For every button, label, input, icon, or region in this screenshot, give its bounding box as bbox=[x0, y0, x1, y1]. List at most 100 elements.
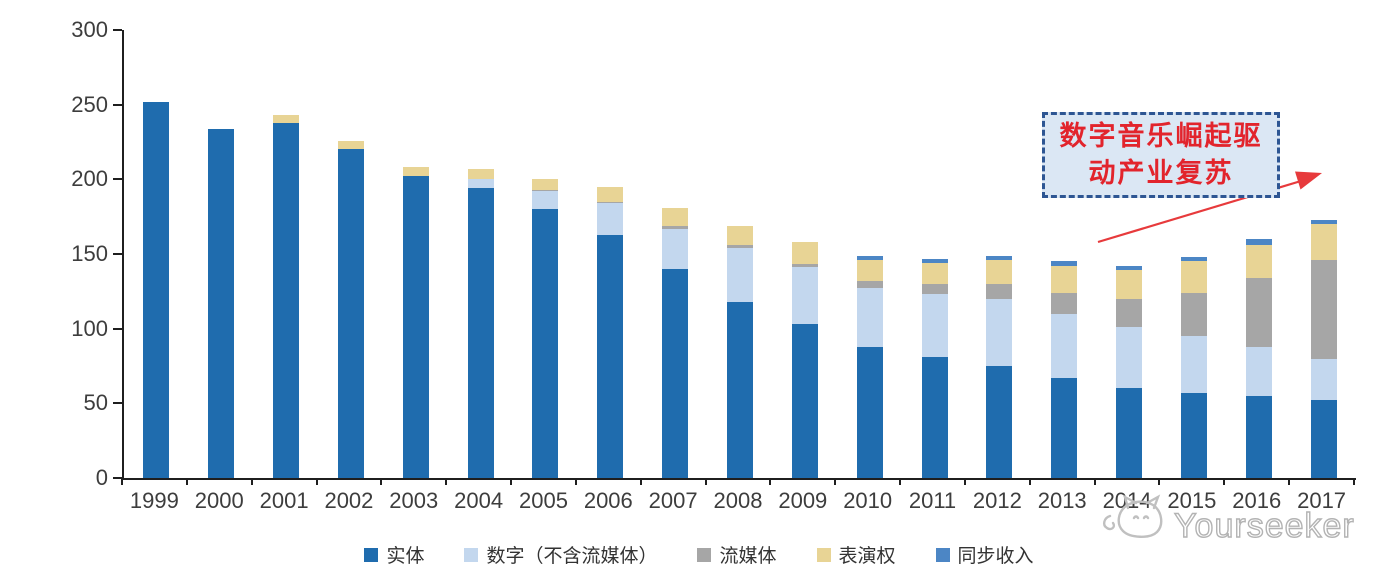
legend-swatch bbox=[935, 547, 950, 562]
x-axis-tick bbox=[1158, 478, 1161, 485]
bar-segment bbox=[337, 140, 364, 150]
annotation-text-line1: 数字音乐崛起驱 bbox=[1059, 121, 1263, 152]
bar-segment bbox=[1116, 388, 1143, 478]
bar-segment bbox=[402, 167, 429, 177]
x-axis-label: 1999 bbox=[129, 488, 179, 513]
x-axis-label: 2007 bbox=[648, 488, 698, 513]
x-axis-tick bbox=[185, 478, 188, 485]
bar-segment bbox=[791, 267, 818, 325]
y-axis-tick bbox=[113, 253, 122, 255]
bar-segment bbox=[143, 101, 170, 478]
x-axis-label: 2016 bbox=[1232, 488, 1282, 513]
x-axis-tick bbox=[1288, 478, 1291, 485]
bar-segment bbox=[921, 294, 948, 358]
x-axis-label: 2009 bbox=[778, 488, 828, 513]
bar-segment bbox=[856, 259, 883, 281]
bar-segment bbox=[1051, 261, 1078, 266]
bar-segment bbox=[1051, 292, 1078, 314]
y-axis-label: 250 bbox=[71, 91, 108, 117]
bar-segment bbox=[467, 168, 494, 180]
x-axis-tick bbox=[899, 478, 902, 485]
bar-segment bbox=[597, 203, 624, 235]
x-axis-label: 2005 bbox=[518, 488, 568, 513]
y-axis-tick bbox=[113, 327, 122, 330]
legend-label: 表演权 bbox=[838, 545, 896, 567]
legend-swatch bbox=[364, 547, 379, 562]
bar-segment bbox=[1051, 313, 1078, 378]
y-axis-tick bbox=[113, 29, 122, 31]
y-axis-label: 150 bbox=[71, 241, 108, 266]
bar-segment bbox=[727, 301, 753, 478]
bar-segment bbox=[791, 264, 818, 268]
legend-label: 同步收入 bbox=[957, 545, 1034, 567]
bar-segment bbox=[921, 258, 948, 263]
x-axis-label: 2002 bbox=[324, 488, 374, 513]
bar-segment bbox=[1245, 346, 1272, 396]
x-axis-tick bbox=[510, 478, 513, 485]
x-axis-label: 2010 bbox=[843, 488, 893, 513]
bar-segment bbox=[1116, 298, 1143, 328]
bar-segment bbox=[856, 255, 883, 260]
legend-label: 数字（不含流媒体） bbox=[486, 545, 658, 567]
bar-segment bbox=[467, 188, 494, 478]
bar-segment bbox=[1180, 261, 1207, 293]
annotation-text-line2: 动产业复苏 bbox=[1088, 158, 1234, 189]
x-axis-label: 2003 bbox=[389, 488, 439, 513]
x-axis-label: 2011 bbox=[908, 488, 957, 513]
bar-segment bbox=[727, 225, 753, 246]
bar-segment bbox=[1180, 257, 1207, 262]
legend-item: 流媒体 bbox=[697, 541, 777, 568]
bar-segment bbox=[1180, 336, 1207, 393]
bar-segment bbox=[662, 268, 689, 478]
y-axis-label: 100 bbox=[71, 315, 108, 341]
legend-swatch bbox=[464, 547, 479, 562]
bar-segment bbox=[1245, 245, 1272, 278]
x-axis-label: 2015 bbox=[1167, 488, 1217, 513]
bar-segment bbox=[1310, 358, 1337, 401]
y-axis-label: 200 bbox=[71, 166, 108, 192]
bar-segment bbox=[986, 298, 1013, 366]
bar-segment bbox=[1310, 219, 1337, 225]
bar-segment bbox=[1180, 392, 1207, 478]
bar-segment bbox=[1116, 270, 1143, 299]
x-axis-label: 2000 bbox=[194, 488, 244, 513]
bar-segment bbox=[1051, 377, 1078, 478]
bar-segment bbox=[337, 149, 364, 478]
x-axis-label: 2017 bbox=[1297, 488, 1347, 513]
bar-segment bbox=[532, 191, 559, 210]
x-axis-label: 2013 bbox=[1037, 488, 1087, 513]
annotation-box: 数字音乐崛起驱 动产业复苏 bbox=[1042, 112, 1280, 198]
y-axis-tick bbox=[113, 103, 122, 106]
bar-segment bbox=[1310, 260, 1337, 359]
x-axis-tick bbox=[769, 478, 772, 485]
bar-segment bbox=[986, 255, 1013, 260]
bar-segment bbox=[921, 357, 948, 478]
bar-segment bbox=[986, 283, 1013, 299]
x-axis-tick bbox=[250, 478, 253, 485]
x-axis-tick bbox=[574, 478, 577, 485]
bar-segment bbox=[273, 115, 300, 123]
x-axis-label: 2012 bbox=[972, 488, 1022, 513]
bar-segment bbox=[597, 234, 624, 478]
bar-segment bbox=[532, 179, 559, 190]
bar-segment bbox=[856, 346, 883, 478]
bar-segment bbox=[1245, 395, 1272, 478]
x-axis-tick bbox=[1028, 478, 1031, 485]
bar-segment bbox=[597, 186, 624, 202]
bar-segment bbox=[208, 128, 235, 478]
legend-item: 实体 bbox=[364, 541, 424, 568]
x-axis-label: 2006 bbox=[583, 488, 633, 513]
bar-segment bbox=[791, 242, 818, 265]
bar-segment bbox=[986, 259, 1013, 284]
x-axis-tick bbox=[1353, 478, 1355, 485]
bar-segment bbox=[1245, 277, 1272, 347]
bar-segment bbox=[662, 207, 689, 226]
x-axis-tick bbox=[1223, 478, 1226, 485]
legend-label: 实体 bbox=[386, 545, 425, 567]
bar-segment bbox=[1245, 239, 1272, 246]
bar-segment bbox=[727, 248, 753, 302]
x-axis-label: 2001 bbox=[259, 488, 309, 513]
bar-segment bbox=[727, 245, 753, 249]
legend-label: 流媒体 bbox=[719, 545, 777, 567]
x-axis-tick bbox=[445, 478, 448, 485]
